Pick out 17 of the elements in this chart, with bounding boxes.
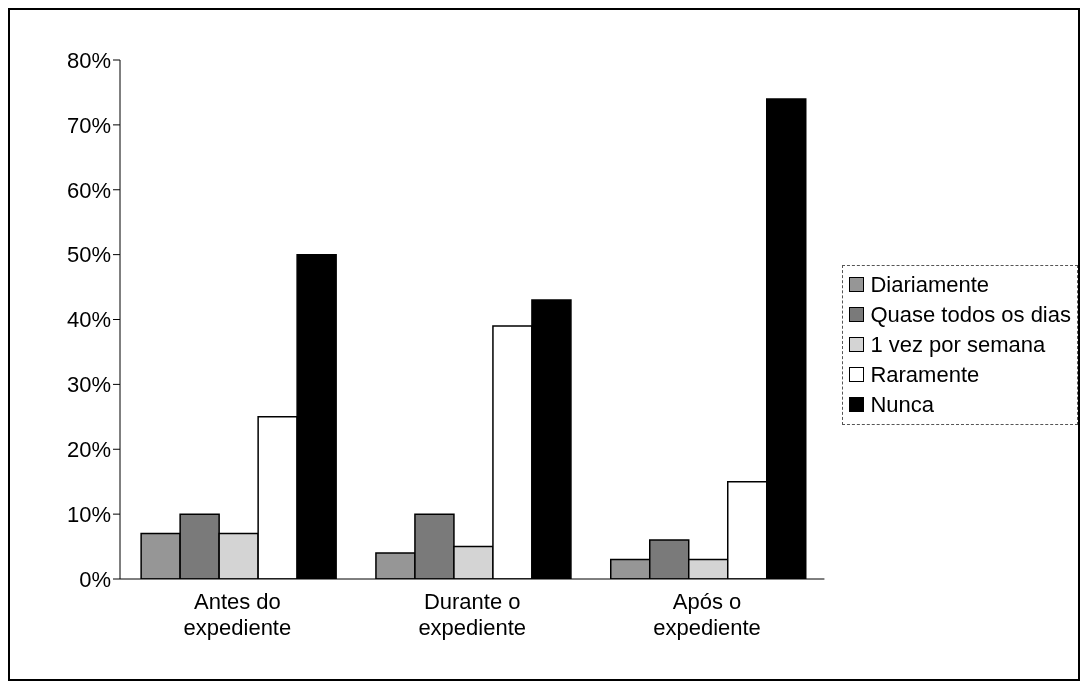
y-tick-label: 10% xyxy=(66,501,111,527)
x-tick-label: Durante o expediente xyxy=(418,589,527,640)
y-tick-label: 40% xyxy=(66,307,111,333)
x-tick-label: Após o expediente xyxy=(653,589,761,640)
y-tick-label: 0% xyxy=(79,566,111,592)
y-tick-label: 20% xyxy=(66,437,111,463)
legend-label: Diariamente xyxy=(870,270,990,299)
y-tick-label: 60% xyxy=(66,177,111,203)
x-tick-label: Antes do expediente xyxy=(183,589,292,640)
y-tick-label: 30% xyxy=(66,372,111,398)
y-tick-label: 80% xyxy=(66,47,111,73)
legend-label: Raramente xyxy=(870,360,980,389)
y-tick-label: 50% xyxy=(66,242,111,268)
legend-label: 1 vez por semana xyxy=(870,330,1046,359)
legend-label: Nunca xyxy=(870,390,935,419)
legend-label: Quase todos os dias xyxy=(870,300,1071,329)
y-tick-label: 70% xyxy=(66,112,111,138)
